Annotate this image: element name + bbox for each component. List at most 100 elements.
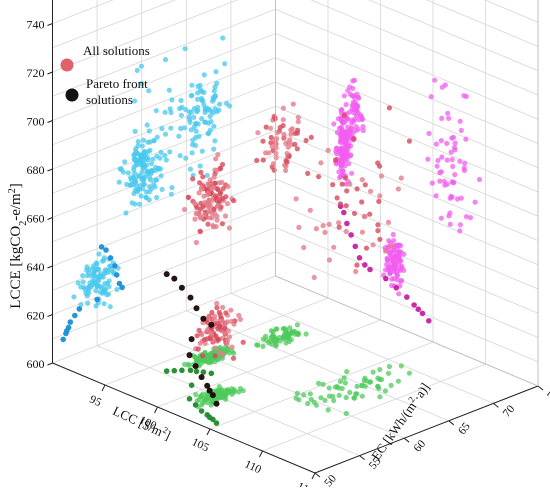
projection-point	[99, 244, 105, 250]
y-tick	[360, 456, 365, 460]
y-tick-label: 65	[456, 420, 473, 437]
projection-point	[399, 363, 404, 368]
projection-point	[99, 274, 104, 279]
solution-point	[282, 135, 287, 140]
solution-point	[224, 341, 229, 346]
projection-point	[356, 110, 361, 115]
projection-point	[182, 125, 187, 130]
projection-point	[60, 337, 66, 343]
projection-point	[450, 157, 455, 162]
projection-point	[136, 173, 141, 178]
pareto-point	[208, 322, 214, 328]
projection-point	[349, 126, 354, 131]
solution-point	[260, 139, 265, 144]
projection-point	[205, 173, 210, 178]
solution-point	[363, 182, 368, 187]
solution-point	[210, 223, 215, 228]
y-tick	[538, 386, 543, 390]
projection-point	[357, 255, 363, 261]
projection-point	[172, 368, 178, 374]
projection-point	[296, 397, 301, 402]
y-tick	[449, 421, 454, 425]
projection-point	[101, 289, 106, 294]
solution-point	[322, 230, 327, 235]
pareto-point	[188, 295, 194, 301]
solution-point	[226, 328, 231, 333]
left-grid-line	[276, 179, 539, 289]
projection-point	[192, 354, 197, 359]
projection-point	[156, 167, 161, 172]
projection-point	[68, 319, 74, 325]
projection-point	[435, 158, 440, 163]
projection-point	[100, 259, 105, 264]
pareto-point	[200, 316, 206, 322]
x-tick	[312, 473, 315, 479]
projection-point	[463, 137, 468, 142]
solution-point	[326, 148, 331, 153]
projection-point	[464, 214, 469, 219]
solution-point	[220, 353, 225, 358]
projection-point	[96, 267, 101, 272]
x-tick	[260, 451, 263, 457]
floor-grid	[53, 276, 539, 473]
projection-point	[340, 129, 345, 134]
projection-point	[327, 385, 332, 390]
solution-point	[272, 168, 277, 173]
projection-point	[341, 210, 347, 216]
projection-point	[160, 187, 165, 192]
solution-point	[200, 174, 205, 179]
projection-point	[439, 216, 444, 221]
projection-point	[453, 140, 458, 145]
projection-point	[391, 238, 396, 243]
projection-point	[96, 251, 101, 256]
projection-point	[163, 110, 168, 115]
pareto-point	[187, 352, 193, 358]
projection-point	[153, 178, 158, 183]
projection-point	[377, 394, 382, 399]
projection-point	[149, 168, 154, 173]
projection-point	[462, 168, 467, 173]
projection-point	[295, 322, 300, 327]
projection-point	[157, 156, 162, 161]
projection-point	[190, 142, 195, 147]
projection-point	[388, 270, 393, 275]
projection-point	[169, 192, 174, 197]
projection-point	[193, 402, 199, 408]
solution-point	[305, 171, 310, 176]
solution-point	[255, 130, 260, 135]
projection-point	[425, 157, 430, 162]
solution-point	[218, 312, 223, 317]
z-tick-label: 600	[27, 357, 45, 371]
pareto-point	[194, 305, 200, 311]
projection-point	[347, 109, 352, 114]
projection-point	[158, 150, 163, 155]
projection-point	[285, 330, 290, 335]
projection-point	[342, 163, 347, 168]
solution-point	[254, 158, 259, 163]
projection-point	[312, 400, 317, 405]
solution-point	[301, 245, 306, 250]
projection-point	[420, 311, 426, 317]
solution-point	[211, 185, 216, 190]
projection-point	[437, 170, 442, 175]
solution-point	[200, 353, 205, 358]
projection-point	[348, 232, 354, 238]
projection-point	[209, 371, 215, 377]
solution-point	[354, 263, 359, 268]
projection-point	[350, 78, 355, 83]
tick-labels: 6006206406606807007207407609510010511011…	[27, 0, 550, 487]
projection-point	[396, 243, 401, 248]
solution-point	[202, 337, 207, 342]
projection-point	[211, 124, 216, 129]
projection-point	[379, 377, 384, 382]
projection-point	[207, 415, 213, 421]
projection-point	[326, 407, 331, 412]
solution-point	[292, 142, 297, 147]
projection-point	[190, 138, 195, 143]
projection-point	[78, 284, 83, 289]
solution-point	[220, 318, 225, 323]
projection-point	[399, 278, 404, 283]
projection-point	[178, 153, 183, 158]
solution-point	[198, 229, 203, 234]
projection-point	[359, 383, 364, 388]
